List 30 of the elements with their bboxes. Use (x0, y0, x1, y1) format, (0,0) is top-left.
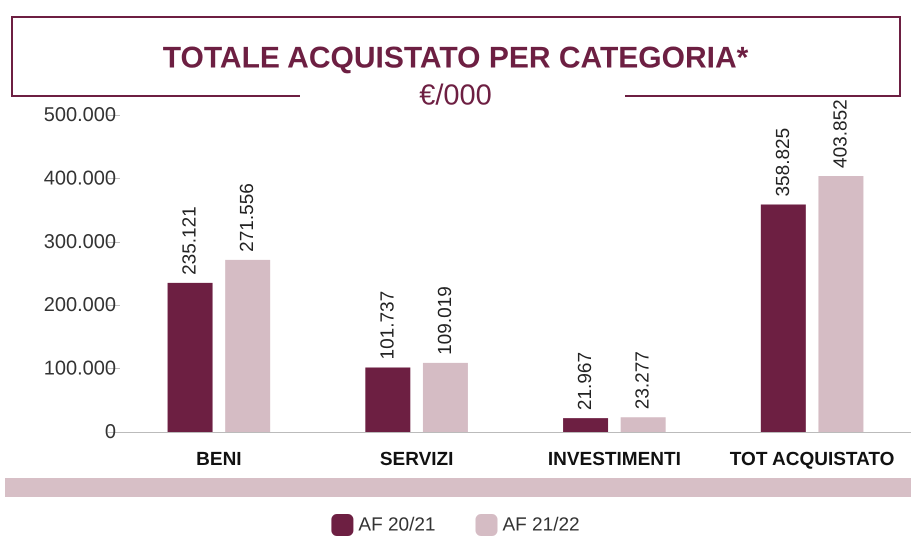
bar (620, 417, 666, 432)
data-label: 403.852 (830, 99, 852, 168)
y-tick-label: 300.000 (44, 230, 116, 253)
x-tick-label: SERVIZI (380, 449, 454, 470)
data-label: 109.019 (434, 286, 456, 355)
data-label: 101.737 (377, 290, 398, 360)
y-tick-label: 400.000 (44, 167, 116, 190)
y-tick-label: 100.000 (44, 358, 116, 380)
bar (422, 362, 468, 432)
data-label: 235.121 (180, 206, 201, 275)
y-tick-label: 0 (104, 421, 116, 443)
bar (818, 176, 864, 432)
data-label: 21.967 (575, 352, 596, 410)
x-tick-label: TOT ACQUISTATO (730, 449, 894, 470)
x-tick-label: BENI (196, 449, 242, 470)
bar (563, 418, 608, 432)
y-tick-label: 500.000 (44, 104, 116, 126)
bar (225, 260, 270, 432)
legend-label: AF 21/22 (502, 514, 580, 536)
y-tick-label: 200.000 (44, 294, 116, 316)
x-tick-label: INVESTIMENTI (548, 449, 681, 470)
legend-label: AF 20/21 (358, 514, 436, 536)
chart-subtitle: €/000 (419, 80, 492, 112)
chart-title: TOTALE ACQUISTATO PER CATEGORIA* (162, 42, 749, 74)
bar (365, 368, 410, 432)
data-label: 23.277 (632, 351, 654, 410)
data-label: 271.556 (237, 183, 258, 252)
data-label: 358.825 (772, 128, 794, 197)
bar (168, 282, 213, 432)
bar (760, 204, 806, 432)
